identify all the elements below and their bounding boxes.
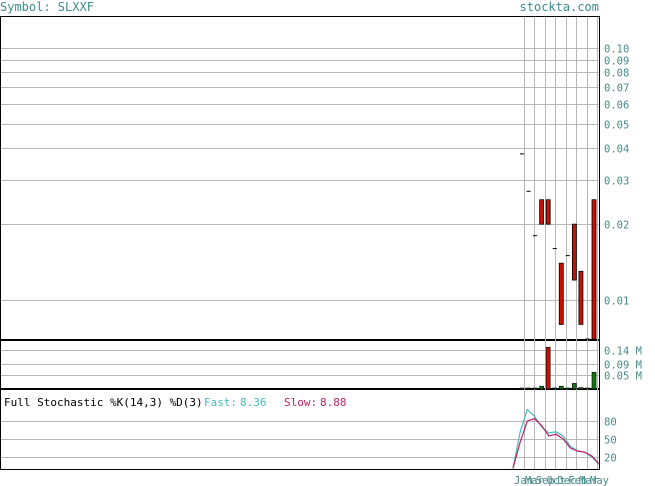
volume-bar [591,371,597,390]
x-axis-label: Mar [579,475,598,486]
volume-bars [519,346,597,390]
candle [578,270,584,325]
candle [571,223,577,281]
stochastic-axis: 80 50 20 [604,417,617,465]
volume-bar [526,387,531,390]
volume-bar [572,383,577,390]
price-tick-label: 0.06 [604,100,629,112]
volume-axis: 0.14 M 0.09 M0.05 M [604,346,642,383]
volume-bar [565,387,571,390]
volume-bar [578,387,584,390]
slow-value: 8.88 [320,396,347,409]
x-axis-label: Mar [525,475,544,486]
price-tick-label: 0.07 [604,83,629,95]
price-tick-label: 0.01 [604,296,629,308]
x-axis-label: May [590,475,609,486]
slow-label: Slow: [284,396,317,409]
volume-bar [519,387,525,390]
volume-panel [0,340,600,389]
x-axis-label: Oct [547,475,566,486]
candle [591,199,597,340]
volume-tick-label: 0.09 M [604,360,642,372]
price-tick-label: 0.03 [604,176,629,188]
stochastic-tick-label: 50 [604,435,617,447]
price-tick-label: 0.08 [604,68,629,80]
candle [545,199,551,225]
x-axis-label: Jan [514,475,533,486]
price-tick-label: 0.04 [604,144,629,156]
volume-bar [585,387,590,390]
volume-bar [545,346,551,390]
volume-tick-label: 0.14 M [604,346,642,358]
volume-bar [558,385,564,390]
candles [520,153,597,340]
grid-lines [1,17,599,469]
volume-tick-label: 0.05 M [604,371,642,383]
slow-line [512,417,600,469]
price-tick-label: 0.09 [604,56,629,68]
volume-bar [552,387,558,390]
price-tick-label: 0.05 [604,120,629,132]
candle [558,262,564,325]
x-axis-label: Sep [536,475,555,486]
fast-label: Fast: [204,396,237,409]
price-panel [0,16,600,340]
stochastic-panel [0,389,600,470]
candle [539,199,545,225]
price-tick-label: 0.02 [604,220,629,232]
symbol-label: Symbol: SLXXF [0,0,94,14]
volume-bar [539,385,544,390]
price-axis: 0.100.090.08 0.07 0.06 0.05 0.04 0.03 0.02 0.01 [604,44,629,308]
price-tick-label: 0.10 [604,44,629,56]
site-label: stockta.com [520,0,599,14]
fast-value: 8.36 [240,396,267,409]
stochastic-tick-label: 80 [604,417,617,429]
stochastic-lines [512,408,600,469]
stochastic-title: Full Stochastic %K(14,3) %D(3) [4,396,203,409]
stochastic-tick-label: 20 [604,453,617,465]
volume-bar [532,387,538,390]
x-axis-label: Dec [557,475,576,486]
x-axis-label: Feb [568,475,587,486]
